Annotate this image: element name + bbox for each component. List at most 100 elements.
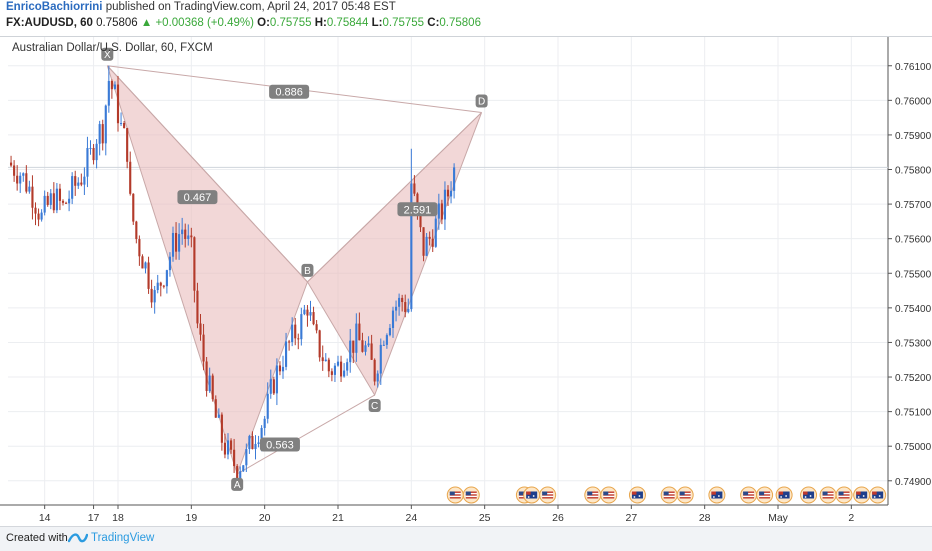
candle-body <box>449 190 453 197</box>
us-flag-event-icon[interactable] <box>462 486 480 504</box>
time-tick-label: 20 <box>259 512 271 524</box>
candle <box>398 293 401 316</box>
candle <box>31 175 34 220</box>
flag-stripe <box>743 497 755 499</box>
candle-body <box>410 183 413 310</box>
au-flag-event-icon[interactable] <box>708 486 726 504</box>
us-flag-event-icon[interactable] <box>600 486 618 504</box>
candle <box>223 433 227 459</box>
au-flag-event-icon[interactable] <box>853 486 871 504</box>
us-flag-event-icon[interactable] <box>584 486 602 504</box>
candle <box>144 261 147 274</box>
candle-body <box>214 399 217 418</box>
candle <box>419 213 422 233</box>
candle-body <box>37 213 40 220</box>
flag-star <box>712 496 715 498</box>
price-tick-label: 0.75900 <box>895 131 932 142</box>
candle-body <box>401 297 404 303</box>
candle-body <box>9 162 13 166</box>
candle-body <box>248 436 251 450</box>
au-flag-event-icon[interactable] <box>523 486 541 504</box>
au-flag-event-icon[interactable] <box>628 486 646 504</box>
candle <box>361 332 364 353</box>
flag-field <box>631 491 643 499</box>
author-link[interactable]: EnricoBachiorrini <box>6 1 103 13</box>
pattern-ratio-badge <box>269 84 310 99</box>
price-chart[interactable]: X A B C D 0.886 0.467 0.563 2.591 Australian Doll… <box>0 36 932 527</box>
candle-body <box>132 193 135 222</box>
candle-body <box>385 335 388 345</box>
candle-body <box>275 365 278 394</box>
flag-canton <box>759 491 765 496</box>
candle-body <box>318 330 321 358</box>
candle-body <box>141 256 144 269</box>
candle-body <box>116 84 120 124</box>
candle <box>321 345 324 371</box>
candle-body <box>126 128 129 162</box>
candle <box>159 281 162 297</box>
price-tick-label: 0.75500 <box>895 269 932 280</box>
candle-body <box>297 338 300 340</box>
flag-canton <box>743 491 749 496</box>
candle <box>116 75 120 132</box>
candle-body <box>217 414 220 418</box>
flag-stripe <box>663 491 675 493</box>
us-flag-event-icon[interactable] <box>819 486 837 504</box>
us-flag-event-icon[interactable] <box>446 486 464 504</box>
candle-body <box>92 147 95 161</box>
flag-stripe <box>759 491 771 493</box>
candle <box>205 357 208 397</box>
au-flag-event-icon[interactable] <box>869 486 887 504</box>
candle-body <box>281 366 285 372</box>
candle-body <box>68 198 71 204</box>
candle-body <box>184 229 187 240</box>
us-flag-event-icon[interactable] <box>660 486 678 504</box>
open-label: O: <box>257 17 270 29</box>
candle <box>312 306 315 326</box>
pattern-ratio-label: 2.591 <box>404 204 432 216</box>
flag-field <box>856 491 868 499</box>
au-flag-event-icon[interactable] <box>800 486 818 504</box>
candle-body <box>113 84 117 90</box>
us-flag-event-icon[interactable] <box>740 486 758 504</box>
candle-body <box>101 124 104 144</box>
candle <box>28 180 31 194</box>
au-flag-event-icon[interactable] <box>775 486 793 504</box>
candle <box>333 363 337 383</box>
candle-body <box>119 123 123 125</box>
candle <box>266 382 269 424</box>
candle <box>358 312 361 341</box>
candle-body <box>312 312 315 325</box>
candle-body <box>61 200 65 203</box>
price-tick-label: 0.75800 <box>895 166 932 177</box>
flag-stripe <box>449 494 461 496</box>
candle <box>242 464 245 472</box>
symbol-label: FX:AUDUSD, 60 <box>6 17 93 29</box>
candle <box>89 140 92 155</box>
flag-star <box>532 495 535 497</box>
candle <box>61 199 65 206</box>
candle-body <box>129 161 132 194</box>
candle-body <box>440 203 443 220</box>
candle <box>25 165 28 194</box>
candle <box>449 181 453 204</box>
candle-body <box>86 148 89 177</box>
candle <box>141 254 144 269</box>
candle <box>269 369 272 399</box>
tradingview-brand[interactable]: TradingView <box>91 532 155 544</box>
flag-canton <box>526 491 531 495</box>
us-flag-event-icon[interactable] <box>835 486 853 504</box>
us-flag-event-icon[interactable] <box>676 486 694 504</box>
pattern-line <box>307 112 482 283</box>
candle-body <box>284 341 288 367</box>
flag-stripe <box>465 494 477 496</box>
us-flag-event-icon[interactable] <box>539 486 557 504</box>
flag-stripe <box>663 497 675 499</box>
close-label: C: <box>427 17 440 29</box>
candle-body <box>272 379 275 394</box>
tradingview-logo-icon[interactable] <box>68 531 88 545</box>
candle <box>190 227 193 248</box>
us-flag-event-icon[interactable] <box>756 486 774 504</box>
candle-body <box>22 173 25 176</box>
chart-canvas[interactable]: X A B C D 0.886 0.467 0.563 2.591 Australian Doll… <box>0 37 932 527</box>
